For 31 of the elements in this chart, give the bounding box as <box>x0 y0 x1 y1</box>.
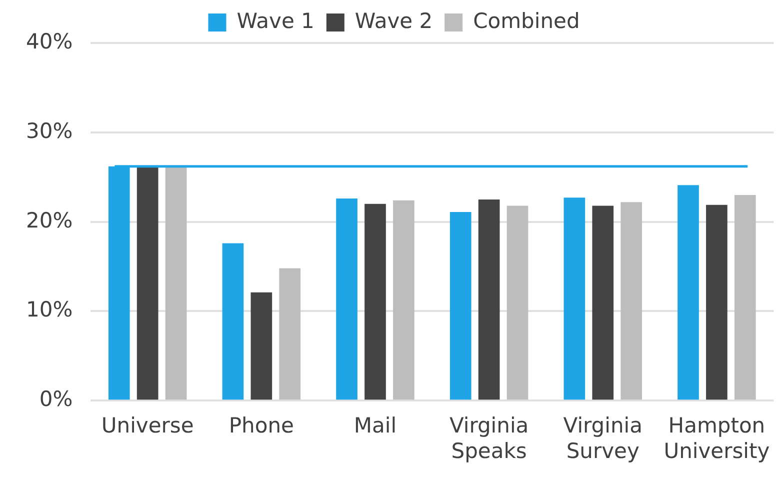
y-tick-label: 10% <box>26 298 73 322</box>
bar <box>564 198 586 400</box>
y-tick-label: 30% <box>26 118 73 143</box>
bar <box>393 200 414 400</box>
x-tick-label: Mail <box>354 414 397 438</box>
legend-label: Combined <box>473 8 580 33</box>
bar <box>478 199 500 400</box>
y-tick-label: 40% <box>26 29 73 54</box>
x-tick-label: Phone <box>228 414 294 438</box>
bar <box>592 206 614 400</box>
bar <box>706 204 728 400</box>
x-tick-label: Virginia Speaks <box>449 414 529 463</box>
bar <box>734 194 756 400</box>
bar <box>136 167 158 400</box>
bar <box>506 206 528 400</box>
bar <box>250 292 272 400</box>
bar <box>364 204 386 400</box>
y-tick-label: 20% <box>26 208 73 232</box>
x-tick-label: Universe <box>101 414 194 438</box>
bar <box>336 198 358 400</box>
bar <box>279 268 301 400</box>
bar <box>222 243 244 400</box>
bar <box>450 212 472 400</box>
y-tick-label: 0% <box>39 387 73 412</box>
bar <box>678 185 699 400</box>
bar <box>165 167 187 400</box>
bar <box>620 202 642 400</box>
legend-label: Wave 1 <box>236 8 314 33</box>
x-tick-label: Virginia Survey <box>563 414 642 463</box>
legend-label: Wave 2 <box>354 8 433 33</box>
x-tick-label: Hampton University <box>664 414 770 463</box>
